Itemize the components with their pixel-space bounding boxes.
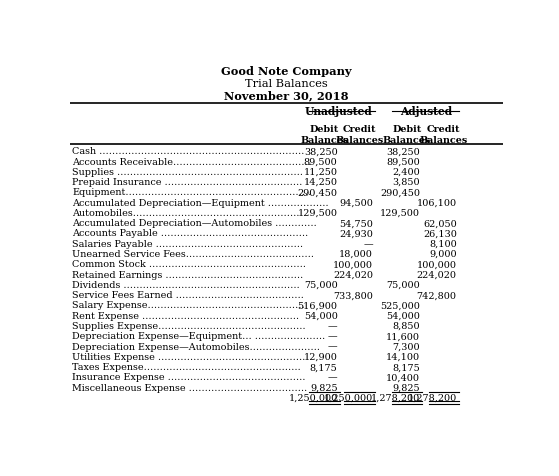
Text: Accounts Payable ……………………………………….: Accounts Payable ………………………………………. [72,229,308,238]
Text: 129,500: 129,500 [380,208,420,218]
Text: 224,020: 224,020 [333,270,373,279]
Text: Credit
Balances: Credit Balances [420,125,468,145]
Text: 290,450: 290,450 [380,188,420,197]
Text: Debit
Balances: Debit Balances [301,125,349,145]
Text: 11,600: 11,600 [386,332,420,341]
Text: 1,250,000: 1,250,000 [288,393,338,402]
Text: —: — [363,239,373,248]
Text: 18,000: 18,000 [339,249,373,258]
Text: 224,020: 224,020 [417,270,457,279]
Text: Dividends ……………………………………………….: Dividends ………………………………………………. [72,280,300,289]
Text: Equipment………………………………………………….: Equipment…………………………………………………. [72,188,311,197]
Text: 54,000: 54,000 [304,311,338,320]
Text: Depreciation Expense—Automobiles………………….: Depreciation Expense—Automobiles…………………. [72,342,320,351]
Text: 8,175: 8,175 [310,362,338,371]
Text: 9,000: 9,000 [429,249,457,258]
Text: Cash ……………………………………………………….: Cash ………………………………………………………. [72,147,304,156]
Text: 75,000: 75,000 [304,280,338,289]
Text: Taxes Expense………………………………………….: Taxes Expense…………………………………………. [72,362,301,371]
Text: Service Fees Earned ………………………………….: Service Fees Earned …………………………………. [72,290,304,299]
Text: 3,850: 3,850 [392,178,420,187]
Text: Unadjusted: Unadjusted [305,106,373,117]
Text: Miscellaneous Expense ……………………………….: Miscellaneous Expense ………………………………. [72,383,307,392]
Text: 516,900: 516,900 [297,301,338,310]
Text: Supplies Expense……………………………………….: Supplies Expense………………………………………. [72,321,306,330]
Text: Accounts Receivable…………………………………….: Accounts Receivable……………………………………. [72,157,311,166]
Text: 8,850: 8,850 [392,321,420,330]
Text: Insurance Expense …………………………………….: Insurance Expense ……………………………………. [72,373,305,382]
Text: Accumulated Depreciation—Automobiles ………….: Accumulated Depreciation—Automobiles ………… [72,219,316,228]
Text: 525,000: 525,000 [380,301,420,310]
Text: —: — [328,342,338,351]
Text: 290,450: 290,450 [297,188,338,197]
Text: 12,900: 12,900 [304,352,338,361]
Text: 100,000: 100,000 [417,260,457,269]
Text: 2,400: 2,400 [392,168,420,177]
Text: Debit
Balances: Debit Balances [383,125,431,145]
Text: Trial Balances: Trial Balances [245,79,328,89]
Text: Automobiles…………………………………………….: Automobiles……………………………………………. [72,208,300,218]
Text: 94,500: 94,500 [339,198,373,207]
Text: Credit
Balances: Credit Balances [335,125,384,145]
Text: 733,800: 733,800 [333,290,373,299]
Text: Common Stock ………………………………………….: Common Stock …………………………………………. [72,260,306,269]
Text: 7,300: 7,300 [392,342,420,351]
Text: 9,825: 9,825 [392,383,420,392]
Text: 1,250,000: 1,250,000 [324,393,373,402]
Text: 38,250: 38,250 [386,147,420,156]
Text: —: — [328,332,338,341]
Text: Rent Expense ………………………………………….: Rent Expense …………………………………………. [72,311,299,320]
Text: 8,175: 8,175 [392,362,420,371]
Text: —: — [328,321,338,330]
Text: 89,500: 89,500 [304,157,338,166]
Text: 106,100: 106,100 [416,198,457,207]
Text: 26,130: 26,130 [423,229,457,238]
Text: 100,000: 100,000 [333,260,373,269]
Text: November 30, 2018: November 30, 2018 [224,90,349,101]
Text: Salaries Payable ……………………………………….: Salaries Payable ………………………………………. [72,239,303,248]
Text: 14,100: 14,100 [386,352,420,361]
Text: 75,000: 75,000 [386,280,420,289]
Text: Salary Expense………………………………………….: Salary Expense…………………………………………. [72,301,305,310]
Text: 54,750: 54,750 [339,219,373,228]
Text: 38,250: 38,250 [304,147,338,156]
Text: Unearned Service Fees………………………………….: Unearned Service Fees…………………………………. [72,249,314,258]
Text: —: — [328,373,338,382]
Text: 89,500: 89,500 [386,157,420,166]
Text: 11,250: 11,250 [304,168,338,177]
Text: 14,250: 14,250 [304,178,338,187]
Text: Utilities Expense ……………………………………….: Utilities Expense ………………………………………. [72,352,305,361]
Text: Adjusted: Adjusted [400,106,452,117]
Text: 8,100: 8,100 [429,239,457,248]
Text: 54,000: 54,000 [386,311,420,320]
Text: 1,278,200: 1,278,200 [408,393,457,402]
Text: 10,400: 10,400 [386,373,420,382]
Text: 62,050: 62,050 [423,219,457,228]
Text: 742,800: 742,800 [417,290,457,299]
Text: Accumulated Depreciation—Equipment ……………….: Accumulated Depreciation—Equipment ……………… [72,198,329,207]
Text: Prepaid Insurance …………………………………….: Prepaid Insurance ……………………………………. [72,178,302,187]
Text: 1,278,200: 1,278,200 [371,393,420,402]
Text: Retained Earnings …………………………………….: Retained Earnings ……………………………………. [72,270,303,279]
Text: 129,500: 129,500 [297,208,338,218]
Text: Good Note Company: Good Note Company [221,66,352,77]
Text: Depreciation Expense—Equipment… ………………….: Depreciation Expense—Equipment… …………………. [72,332,325,341]
Text: Supplies ………………………………………………….: Supplies …………………………………………………. [72,168,303,177]
Text: 24,930: 24,930 [339,229,373,238]
Text: 9,825: 9,825 [310,383,338,392]
